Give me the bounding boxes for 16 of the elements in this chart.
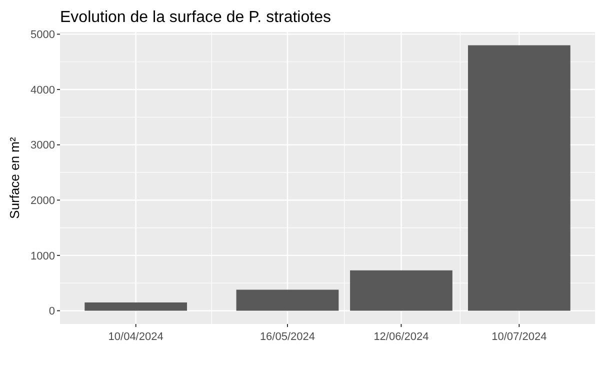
- y-axis-title: Surface en m²: [7, 136, 22, 219]
- bar: [350, 270, 452, 311]
- bar: [236, 290, 339, 311]
- x-tick-label: 16/05/2024: [260, 331, 316, 343]
- y-tick-label: 4000: [30, 84, 55, 96]
- y-tick-label: 2000: [30, 194, 55, 207]
- y-tick-label: 1000: [30, 250, 55, 262]
- x-tick-label: 12/06/2024: [374, 331, 429, 343]
- y-tick-label: 0: [48, 306, 55, 318]
- y-tick-label: 3000: [30, 140, 55, 152]
- bar: [84, 302, 188, 311]
- x-tick-label: 10/07/2024: [492, 331, 547, 343]
- bar: [468, 45, 570, 311]
- chart-title: Evolution de la surface de P. stratiotes: [60, 9, 331, 26]
- x-tick-label: 10/04/2024: [108, 331, 164, 343]
- y-tick-label: 5000: [30, 29, 55, 42]
